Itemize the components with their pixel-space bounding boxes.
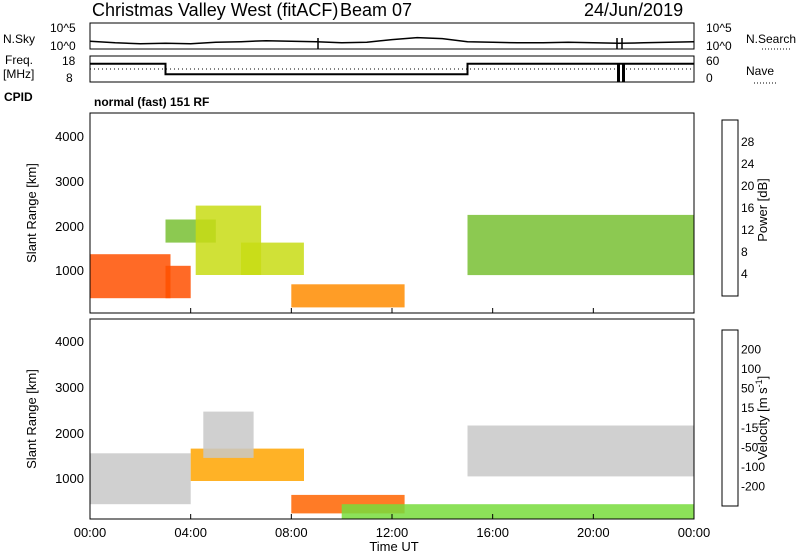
power-ylabel: Slant Range [km]: [24, 163, 39, 263]
nsky-line: [89, 36, 695, 45]
power-panel: Slant Range [km] 1000 2000 3000 4000 4 8 1…: [24, 112, 770, 314]
x-axis-ticks: 00:00 04:00 08:00 12:00 16:00 20:00 00:00: [74, 308, 711, 540]
velocity-ytick-2000: 2000: [55, 426, 84, 441]
nsky-label: N.Sky: [3, 32, 35, 46]
cpid-value: normal (fast) 151 RF: [94, 95, 209, 109]
x-axis-label: Time UT: [369, 539, 418, 554]
x-tick-label: 12:00: [376, 525, 409, 540]
power-colorbar-tick: 12: [741, 223, 755, 237]
freq-label-line2: [MHz]: [3, 67, 34, 81]
velocity-colorbar-tick: -15: [741, 421, 759, 435]
velocity-colorbar-tick: 200: [741, 343, 761, 357]
freq-label-line1: Freq.: [5, 53, 33, 67]
velocity-region-0: [90, 453, 191, 505]
power-ytick-1000: 1000: [55, 263, 84, 278]
x-tick-label: 16:00: [476, 525, 509, 540]
freq-gap-mark-1: [617, 63, 620, 82]
power-region-4: [241, 242, 304, 275]
power-region-1: [165, 265, 191, 299]
power-marks: [90, 205, 694, 308]
freq-line: [90, 62, 694, 76]
nsearch-label: N.Search: [746, 32, 796, 46]
nsky-tick-bottom: 10^0: [50, 39, 76, 53]
freq-tick-bottom: 8: [66, 71, 73, 85]
velocity-ytick-3000: 3000: [55, 380, 84, 395]
power-colorbar-label: Power [dB]: [755, 178, 770, 242]
velocity-colorbar-tick: -100: [741, 460, 765, 474]
velocity-colorbar-tick: -50: [741, 440, 759, 454]
power-ytick-4000: 4000: [55, 129, 84, 144]
velocity-marks: [90, 411, 694, 519]
power-colorbar-tick: 16: [741, 201, 755, 215]
power-region-6: [467, 214, 694, 276]
cpid-label: CPID: [4, 90, 33, 104]
velocity-colorbar-tick: 100: [741, 362, 761, 376]
nsky-panel: N.Sky 10^5 10^0 10^5 10^0 N.Search: [3, 21, 796, 53]
power-colorbar-frame: [721, 119, 739, 297]
velocity-region-4: [341, 504, 694, 519]
power-region-0: [90, 254, 171, 299]
station-title: Christmas Valley West (fitACF): [92, 0, 338, 20]
beam-label: Beam 07: [340, 0, 412, 20]
power-colorbar: 4 8 12 16 20 24 28: [721, 119, 755, 297]
nsky-frame: [89, 22, 695, 50]
power-colorbar-tick: 24: [741, 157, 755, 171]
nave-tick-bottom: 0: [706, 71, 713, 85]
power-ytick-3000: 3000: [55, 174, 84, 189]
date-label: 24/Jun/2019: [584, 0, 683, 20]
velocity-colorbar-tick: 50: [741, 382, 755, 396]
power-region-5: [291, 284, 405, 308]
nsky-tick-top: 10^5: [50, 21, 76, 35]
power-colorbar-tick: 28: [741, 135, 755, 149]
velocity-colorbar-label: Velocity [m s-1]: [754, 376, 770, 461]
freq-gap-mark-2: [622, 63, 625, 82]
power-colorbar-tick: 20: [741, 179, 755, 193]
power-colorbar-tick: 8: [741, 245, 748, 259]
freq-frame: [89, 55, 695, 83]
nsearch-tick-bottom: 10^0: [706, 39, 732, 53]
velocity-region-5: [467, 425, 694, 477]
x-tick-label: 00:00: [678, 525, 711, 540]
nsearch-tick-top: 10^5: [706, 21, 732, 35]
x-tick-label: 00:00: [74, 525, 107, 540]
velocity-ytick-1000: 1000: [55, 471, 84, 486]
velocity-colorbar-tick: -200: [741, 479, 765, 493]
velocity-colorbar: 200 100 50 15 -15 -50 -100 -200: [721, 329, 765, 507]
x-tick-label: 20:00: [577, 525, 610, 540]
velocity-colorbar-tick: 15: [741, 401, 755, 415]
power-ytick-2000: 2000: [55, 219, 84, 234]
x-tick-label: 04:00: [174, 525, 207, 540]
velocity-ylabel: Slant Range [km]: [24, 369, 39, 469]
velocity-ytick-4000: 4000: [55, 334, 84, 349]
velocity-panel: Slant Range [km] 1000 2000 3000 4000 200…: [24, 318, 770, 520]
power-colorbar-tick: 4: [741, 267, 748, 281]
velocity-region-2: [203, 411, 254, 458]
velocity-colorbar-frame: [721, 329, 739, 507]
nave-label: Nave: [746, 64, 774, 78]
nave-tick-top: 60: [706, 54, 720, 68]
freq-tick-top: 18: [62, 54, 76, 68]
x-tick-label: 08:00: [275, 525, 308, 540]
freq-panel: Freq. [MHz] 18 8 60 0 Nave: [3, 53, 778, 85]
